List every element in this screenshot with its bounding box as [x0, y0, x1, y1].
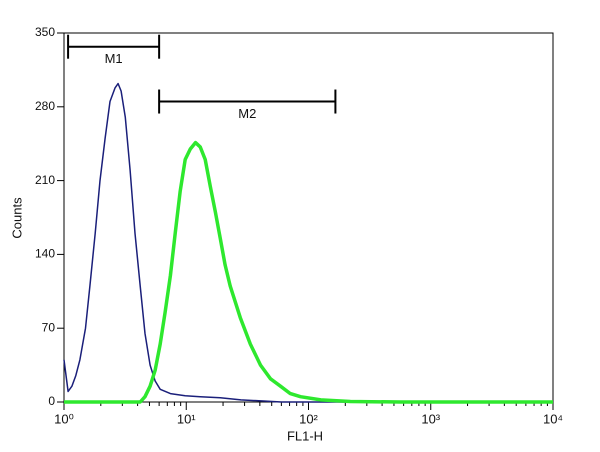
y-tick-label: 280 — [35, 99, 55, 113]
y-tick-label: 350 — [35, 25, 55, 39]
histogram-line — [64, 140, 553, 404]
x-tick-label: 10⁰ — [54, 411, 74, 426]
histogram-line — [63, 82, 553, 403]
x-tick-label: 10³ — [421, 411, 440, 426]
gate-label: M1 — [105, 51, 123, 66]
y-tick-label: 210 — [35, 173, 55, 187]
y-tick-label: 70 — [42, 320, 56, 334]
plot-frame — [63, 32, 554, 403]
y-axis-label: Counts — [9, 197, 24, 239]
x-tick-label: 10² — [299, 411, 318, 426]
x-axis-label: FL1-H — [287, 428, 323, 443]
y-tick-label: 0 — [48, 394, 55, 408]
y-tick-label: 140 — [35, 247, 55, 261]
x-tick-label: 10⁴ — [543, 411, 563, 426]
gate-label: M2 — [238, 106, 256, 121]
x-tick-label: 10¹ — [177, 411, 196, 426]
